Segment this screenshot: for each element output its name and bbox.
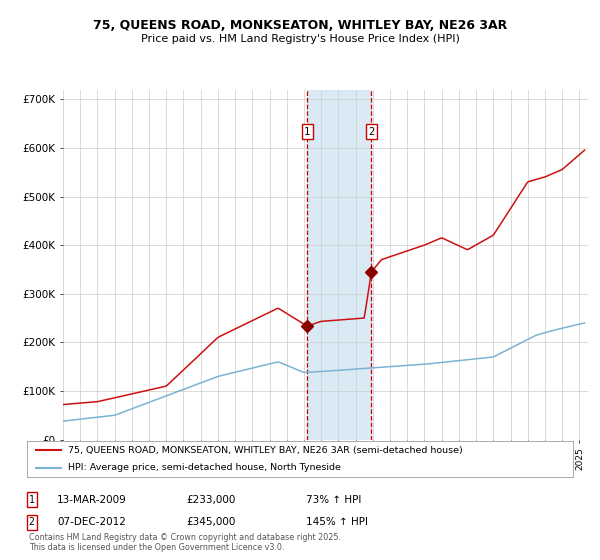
Text: 1: 1 bbox=[304, 127, 310, 137]
Text: Price paid vs. HM Land Registry's House Price Index (HPI): Price paid vs. HM Land Registry's House … bbox=[140, 34, 460, 44]
Text: 75, QUEENS ROAD, MONKSEATON, WHITLEY BAY, NE26 3AR (semi-detached house): 75, QUEENS ROAD, MONKSEATON, WHITLEY BAY… bbox=[68, 446, 463, 455]
Text: HPI: Average price, semi-detached house, North Tyneside: HPI: Average price, semi-detached house,… bbox=[68, 463, 341, 472]
Text: 1: 1 bbox=[29, 494, 35, 505]
Text: £345,000: £345,000 bbox=[186, 517, 235, 528]
Text: 2: 2 bbox=[368, 127, 374, 137]
Text: Contains HM Land Registry data © Crown copyright and database right 2025.
This d: Contains HM Land Registry data © Crown c… bbox=[29, 533, 341, 552]
Bar bbox=[307, 90, 371, 440]
Text: 145% ↑ HPI: 145% ↑ HPI bbox=[306, 517, 368, 528]
Text: 13-MAR-2009: 13-MAR-2009 bbox=[57, 494, 127, 505]
Text: 07-DEC-2012: 07-DEC-2012 bbox=[57, 517, 126, 528]
Text: 73% ↑ HPI: 73% ↑ HPI bbox=[306, 494, 361, 505]
Text: 2: 2 bbox=[29, 517, 35, 528]
Text: £233,000: £233,000 bbox=[186, 494, 235, 505]
Text: 75, QUEENS ROAD, MONKSEATON, WHITLEY BAY, NE26 3AR: 75, QUEENS ROAD, MONKSEATON, WHITLEY BAY… bbox=[93, 18, 507, 32]
